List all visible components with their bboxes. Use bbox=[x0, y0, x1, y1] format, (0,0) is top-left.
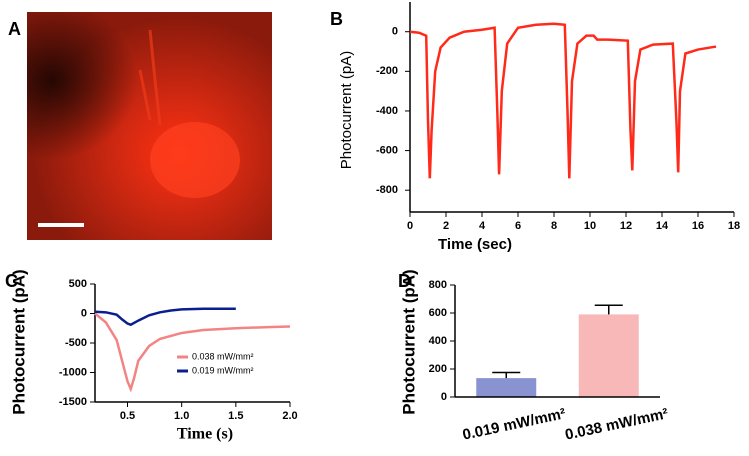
x-tick-label: 16 bbox=[692, 220, 704, 232]
panel-label: D bbox=[398, 271, 411, 291]
x-tick-label: 0.5 bbox=[120, 410, 135, 422]
x-tick-label: 6 bbox=[515, 220, 521, 232]
y-tick-label: -500 bbox=[65, 337, 87, 349]
trace bbox=[409, 22, 717, 179]
x-tick-label: 0 bbox=[407, 220, 413, 232]
y-tick-label: -800 bbox=[376, 184, 398, 196]
y-tick-label: 0 bbox=[81, 307, 87, 319]
panel-label: B bbox=[330, 9, 343, 29]
y-tick-label: -400 bbox=[376, 105, 398, 117]
x-tick-label: 2.0 bbox=[282, 410, 297, 422]
y-axis-label: Photocurrent (pA) bbox=[9, 269, 28, 414]
y-tick-label: -600 bbox=[376, 144, 398, 156]
panel-label: A bbox=[8, 19, 21, 39]
x-tick-label: 0.038 mW/mm² bbox=[563, 405, 669, 443]
y-tick-label: 0 bbox=[392, 26, 398, 38]
trace bbox=[94, 312, 291, 393]
legend-label: 0.038 mW/mm² bbox=[192, 351, 254, 361]
x-tick-label: 1.0 bbox=[174, 410, 189, 422]
y-tick-label: 400 bbox=[429, 335, 447, 347]
y-tick-label: 500 bbox=[69, 278, 87, 290]
x-tick-label: 1.5 bbox=[228, 410, 243, 422]
y-tick-label: -200 bbox=[376, 65, 398, 77]
x-axis-label: Time (sec) bbox=[438, 236, 512, 253]
y-axis-label: Photocurrent (pA) bbox=[338, 51, 355, 169]
legend-label: 0.019 mW/mm² bbox=[192, 365, 254, 375]
error-bar bbox=[594, 304, 623, 315]
y-tick-label: -1500 bbox=[59, 396, 87, 408]
y-tick-label: -1000 bbox=[59, 366, 87, 378]
trace bbox=[94, 307, 236, 327]
panel-label: C bbox=[5, 271, 18, 291]
x-tick-label: 4 bbox=[479, 220, 486, 232]
error-bar bbox=[492, 371, 521, 379]
micrograph bbox=[27, 12, 272, 240]
x-tick-label: 18 bbox=[728, 220, 740, 232]
bar bbox=[578, 314, 639, 397]
x-tick-label: 8 bbox=[551, 220, 557, 232]
y-tick-label: 600 bbox=[429, 307, 447, 319]
y-tick-label: 200 bbox=[429, 363, 447, 375]
bar bbox=[476, 378, 537, 397]
x-tick-label: 10 bbox=[584, 220, 596, 232]
x-axis-label: Time (s) bbox=[177, 426, 233, 443]
x-tick-label: 14 bbox=[656, 220, 669, 232]
x-tick-label: 2 bbox=[443, 220, 449, 232]
y-axis-label: Photocurrent (pA) bbox=[399, 269, 418, 414]
y-tick-label: 800 bbox=[429, 279, 447, 291]
x-tick-label: 12 bbox=[620, 220, 632, 232]
y-tick-label: 0 bbox=[441, 391, 447, 403]
x-tick-label: 0.019 mW/mm² bbox=[461, 405, 567, 443]
